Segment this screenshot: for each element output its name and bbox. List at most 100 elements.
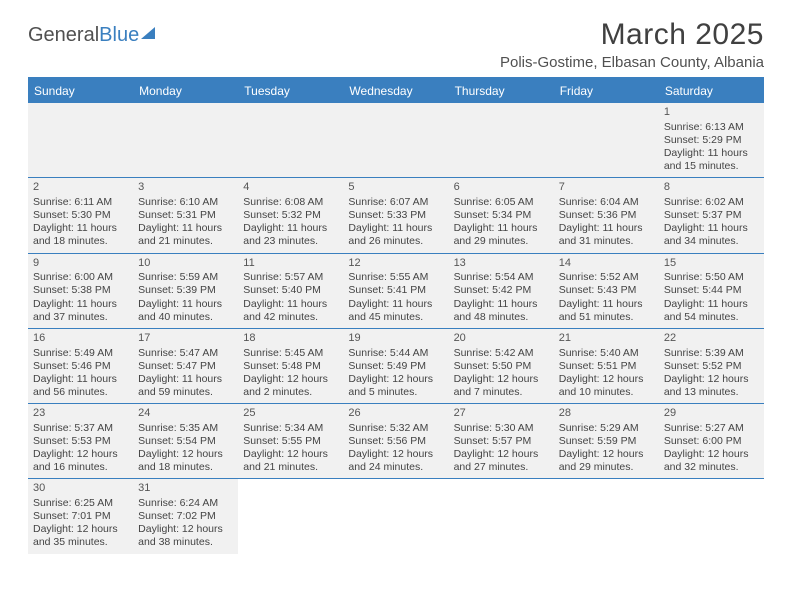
sunrise-line: Sunrise: 5:27 AM: [664, 422, 759, 435]
sunset-line: Sunset: 5:54 PM: [138, 435, 233, 448]
sunset-line: Sunset: 5:36 PM: [559, 209, 654, 222]
sunrise-line: Sunrise: 6:07 AM: [348, 196, 443, 209]
sunrise-line: Sunrise: 6:10 AM: [138, 196, 233, 209]
sunrise-line: Sunrise: 5:34 AM: [243, 422, 338, 435]
sunset-line: Sunset: 5:31 PM: [138, 209, 233, 222]
sunrise-line: Sunrise: 5:52 AM: [559, 271, 654, 284]
calendar-empty-cell: [238, 479, 343, 554]
calendar-day-cell: 17Sunrise: 5:47 AMSunset: 5:47 PMDayligh…: [133, 328, 238, 403]
sunrise-line: Sunrise: 5:50 AM: [664, 271, 759, 284]
sunrise-line: Sunrise: 5:32 AM: [348, 422, 443, 435]
sunset-line: Sunset: 5:34 PM: [454, 209, 549, 222]
calendar-day-cell: 23Sunrise: 5:37 AMSunset: 5:53 PMDayligh…: [28, 404, 133, 479]
sunset-line: Sunset: 5:48 PM: [243, 360, 338, 373]
sunrise-line: Sunrise: 5:39 AM: [664, 347, 759, 360]
calendar-day-cell: 11Sunrise: 5:57 AMSunset: 5:40 PMDayligh…: [238, 253, 343, 328]
daylight-line: Daylight: 11 hours and 26 minutes.: [348, 222, 443, 248]
day-number: 12: [348, 257, 443, 271]
calendar-empty-cell: [133, 103, 238, 178]
day-number: 13: [454, 257, 549, 271]
sunset-line: Sunset: 5:30 PM: [33, 209, 128, 222]
calendar-day-cell: 27Sunrise: 5:30 AMSunset: 5:57 PMDayligh…: [449, 404, 554, 479]
sunset-line: Sunset: 5:57 PM: [454, 435, 549, 448]
calendar-row: 30Sunrise: 6:25 AMSunset: 7:01 PMDayligh…: [28, 479, 764, 554]
sunrise-line: Sunrise: 5:42 AM: [454, 347, 549, 360]
sunset-line: Sunset: 5:49 PM: [348, 360, 443, 373]
sunset-line: Sunset: 7:02 PM: [138, 510, 233, 523]
calendar-table: Sunday Monday Tuesday Wednesday Thursday…: [28, 77, 764, 554]
daylight-line: Daylight: 12 hours and 16 minutes.: [33, 448, 128, 474]
sunrise-line: Sunrise: 6:04 AM: [559, 196, 654, 209]
calendar-day-cell: 30Sunrise: 6:25 AMSunset: 7:01 PMDayligh…: [28, 479, 133, 554]
calendar-day-cell: 7Sunrise: 6:04 AMSunset: 5:36 PMDaylight…: [554, 178, 659, 253]
sunset-line: Sunset: 5:32 PM: [243, 209, 338, 222]
sunset-line: Sunset: 5:42 PM: [454, 284, 549, 297]
sunrise-line: Sunrise: 6:24 AM: [138, 497, 233, 510]
daylight-line: Daylight: 11 hours and 21 minutes.: [138, 222, 233, 248]
calendar-day-cell: 12Sunrise: 5:55 AMSunset: 5:41 PMDayligh…: [343, 253, 448, 328]
calendar-row: 23Sunrise: 5:37 AMSunset: 5:53 PMDayligh…: [28, 404, 764, 479]
calendar-day-cell: 20Sunrise: 5:42 AMSunset: 5:50 PMDayligh…: [449, 328, 554, 403]
daylight-line: Daylight: 12 hours and 32 minutes.: [664, 448, 759, 474]
logo-text-1: General: [28, 24, 99, 47]
day-number: 4: [243, 181, 338, 195]
daylight-line: Daylight: 12 hours and 13 minutes.: [664, 373, 759, 399]
sunrise-line: Sunrise: 5:54 AM: [454, 271, 549, 284]
calendar-day-cell: 14Sunrise: 5:52 AMSunset: 5:43 PMDayligh…: [554, 253, 659, 328]
calendar-empty-cell: [343, 479, 448, 554]
sunset-line: Sunset: 5:50 PM: [454, 360, 549, 373]
daylight-line: Daylight: 12 hours and 21 minutes.: [243, 448, 338, 474]
calendar-day-cell: 10Sunrise: 5:59 AMSunset: 5:39 PMDayligh…: [133, 253, 238, 328]
day-header: Tuesday: [238, 78, 343, 103]
calendar-day-cell: 26Sunrise: 5:32 AMSunset: 5:56 PMDayligh…: [343, 404, 448, 479]
day-header: Saturday: [659, 78, 764, 103]
sunrise-line: Sunrise: 5:44 AM: [348, 347, 443, 360]
sunset-line: Sunset: 5:43 PM: [559, 284, 654, 297]
day-number: 29: [664, 407, 759, 421]
calendar-empty-cell: [449, 103, 554, 178]
calendar-day-cell: 15Sunrise: 5:50 AMSunset: 5:44 PMDayligh…: [659, 253, 764, 328]
calendar-header-row: Sunday Monday Tuesday Wednesday Thursday…: [28, 78, 764, 103]
calendar-day-cell: 2Sunrise: 6:11 AMSunset: 5:30 PMDaylight…: [28, 178, 133, 253]
sunset-line: Sunset: 5:38 PM: [33, 284, 128, 297]
daylight-line: Daylight: 11 hours and 59 minutes.: [138, 373, 233, 399]
calendar-empty-cell: [554, 479, 659, 554]
calendar-empty-cell: [343, 103, 448, 178]
sunset-line: Sunset: 5:39 PM: [138, 284, 233, 297]
sunrise-line: Sunrise: 5:30 AM: [454, 422, 549, 435]
day-number: 2: [33, 181, 128, 195]
calendar-day-cell: 4Sunrise: 6:08 AMSunset: 5:32 PMDaylight…: [238, 178, 343, 253]
sunrise-line: Sunrise: 6:13 AM: [664, 121, 759, 134]
sunrise-line: Sunrise: 6:08 AM: [243, 196, 338, 209]
daylight-line: Daylight: 11 hours and 18 minutes.: [33, 222, 128, 248]
sunset-line: Sunset: 5:59 PM: [559, 435, 654, 448]
location-subtitle: Polis-Gostime, Elbasan County, Albania: [500, 54, 764, 71]
calendar-day-cell: 25Sunrise: 5:34 AMSunset: 5:55 PMDayligh…: [238, 404, 343, 479]
sunrise-line: Sunrise: 5:57 AM: [243, 271, 338, 284]
sunrise-line: Sunrise: 6:02 AM: [664, 196, 759, 209]
daylight-line: Daylight: 11 hours and 45 minutes.: [348, 298, 443, 324]
sunrise-line: Sunrise: 5:35 AM: [138, 422, 233, 435]
sunset-line: Sunset: 5:37 PM: [664, 209, 759, 222]
day-number: 16: [33, 332, 128, 346]
sunset-line: Sunset: 5:46 PM: [33, 360, 128, 373]
daylight-line: Daylight: 12 hours and 38 minutes.: [138, 523, 233, 549]
day-number: 19: [348, 332, 443, 346]
sunset-line: Sunset: 5:56 PM: [348, 435, 443, 448]
sunset-line: Sunset: 5:40 PM: [243, 284, 338, 297]
day-number: 31: [138, 482, 233, 496]
daylight-line: Daylight: 12 hours and 18 minutes.: [138, 448, 233, 474]
day-number: 20: [454, 332, 549, 346]
sunset-line: Sunset: 5:33 PM: [348, 209, 443, 222]
calendar-day-cell: 13Sunrise: 5:54 AMSunset: 5:42 PMDayligh…: [449, 253, 554, 328]
logo-text-2: Blue: [99, 24, 139, 47]
daylight-line: Daylight: 11 hours and 42 minutes.: [243, 298, 338, 324]
month-title: March 2025: [500, 18, 764, 52]
sunrise-line: Sunrise: 6:05 AM: [454, 196, 549, 209]
day-number: 18: [243, 332, 338, 346]
daylight-line: Daylight: 11 hours and 34 minutes.: [664, 222, 759, 248]
daylight-line: Daylight: 12 hours and 10 minutes.: [559, 373, 654, 399]
logo-flag-icon: [141, 27, 155, 39]
calendar-row: 16Sunrise: 5:49 AMSunset: 5:46 PMDayligh…: [28, 328, 764, 403]
sunset-line: Sunset: 6:00 PM: [664, 435, 759, 448]
